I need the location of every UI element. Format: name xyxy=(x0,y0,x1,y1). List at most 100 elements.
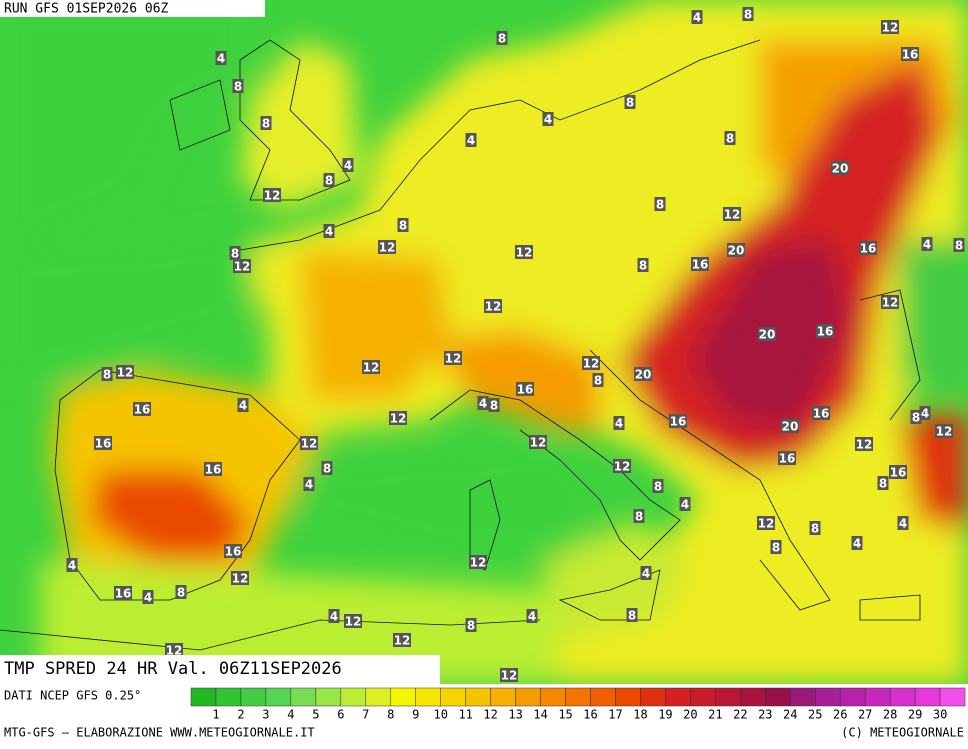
map-label: 16 xyxy=(902,48,919,62)
map-label: 8 xyxy=(639,259,647,273)
label-box xyxy=(723,207,741,221)
scale-box xyxy=(515,687,541,707)
scale-box xyxy=(265,687,292,707)
map-label: 4 xyxy=(305,478,313,492)
label-box xyxy=(378,240,396,254)
map-label: 8 xyxy=(955,239,963,253)
title-box xyxy=(0,655,440,684)
scale-box xyxy=(615,687,641,707)
map-label: 12 xyxy=(758,517,775,531)
label-box xyxy=(613,459,631,473)
label-box xyxy=(165,643,183,657)
map-label: 8 xyxy=(325,174,333,188)
scale-label: 16 xyxy=(583,708,597,722)
scale-label: 26 xyxy=(833,708,847,722)
map-label: 4 xyxy=(528,610,536,624)
map-label: 12 xyxy=(882,21,899,35)
label-box xyxy=(851,536,863,550)
label-box xyxy=(232,79,244,93)
label-box xyxy=(654,197,666,211)
scale-label: 30 xyxy=(933,708,947,722)
map-label: 20 xyxy=(782,420,799,434)
map-label: 12 xyxy=(530,436,547,450)
map-label: 12 xyxy=(856,438,873,452)
map-label: 16 xyxy=(134,403,151,417)
label-box xyxy=(592,373,604,387)
map-label: 4 xyxy=(68,559,76,573)
label-box xyxy=(321,461,333,475)
scale-box xyxy=(390,687,416,707)
run-label: RUN GFS 01SEP2026 06Z xyxy=(4,2,169,17)
color-scale: 1 2 3 4 5 6 7 8 9 10 11 12 13 14 15 16 17 18 19 20 21 22 23 24 2… xyxy=(190,687,966,722)
scale-box xyxy=(864,687,891,707)
map-label: 16 xyxy=(860,242,877,256)
scale-label: 2 xyxy=(237,708,244,722)
scale-box xyxy=(815,687,841,707)
label-box xyxy=(758,327,776,341)
map-label: 16 xyxy=(779,452,796,466)
label-box xyxy=(237,398,249,412)
label-box xyxy=(526,609,538,623)
label-box xyxy=(542,112,554,126)
label-box xyxy=(889,465,907,479)
scale-box xyxy=(415,687,441,707)
scale-box xyxy=(565,687,591,707)
map-label: 12 xyxy=(117,366,134,380)
label-box xyxy=(529,435,547,449)
label-box xyxy=(770,540,782,554)
scale-box xyxy=(665,687,691,707)
map-label: 16 xyxy=(890,466,907,480)
label-box xyxy=(624,95,636,109)
scale-box xyxy=(939,687,966,707)
map-label: 8 xyxy=(879,477,887,491)
scale-box xyxy=(190,687,217,707)
source: DATI NCEP GFS 0.25° xyxy=(4,689,141,703)
map-label: 12 xyxy=(485,300,502,314)
map-label: 20 xyxy=(759,328,776,342)
scale-label: 17 xyxy=(608,708,622,722)
label-box xyxy=(897,516,909,530)
label-box xyxy=(66,558,78,572)
label-box xyxy=(919,406,931,420)
map-label: 4 xyxy=(325,225,333,239)
scale-box xyxy=(490,687,516,707)
label-box xyxy=(362,360,380,374)
map-label: 8 xyxy=(498,32,506,46)
label-box xyxy=(633,509,645,523)
map-label: 20 xyxy=(728,244,745,258)
label-box xyxy=(116,365,134,379)
map-label: 8 xyxy=(234,80,242,94)
label-box xyxy=(215,51,227,65)
map-label: 12 xyxy=(501,669,518,683)
label-box xyxy=(921,237,933,251)
map-label: 16 xyxy=(692,258,709,272)
label-box xyxy=(812,406,830,420)
label-box xyxy=(260,116,272,130)
label-box xyxy=(613,416,625,430)
map-label: 8 xyxy=(772,541,780,555)
scale-label: 29 xyxy=(908,708,922,722)
map-label: 8 xyxy=(103,368,111,382)
copyright: (C) METEOGIORNALE xyxy=(841,726,964,740)
label-box xyxy=(344,614,362,628)
map-label: 8 xyxy=(323,462,331,476)
map-label: 12 xyxy=(232,572,249,586)
scale-box xyxy=(590,687,616,707)
label-box xyxy=(444,351,462,365)
map-label: 8 xyxy=(490,399,498,413)
label-box xyxy=(114,586,132,600)
scale-label: 5 xyxy=(312,708,319,722)
label-box xyxy=(781,419,799,433)
label-box xyxy=(816,324,834,338)
map-label: 4 xyxy=(923,238,931,252)
scale-label: 13 xyxy=(508,708,522,722)
scale-label: 25 xyxy=(808,708,822,722)
map-label: 8 xyxy=(628,609,636,623)
label-box xyxy=(94,436,112,450)
map-label: 4 xyxy=(681,498,689,512)
map-label: 12 xyxy=(614,460,631,474)
label-box xyxy=(133,402,151,416)
scale-box xyxy=(290,687,317,707)
scale-label: 1 xyxy=(212,708,219,722)
